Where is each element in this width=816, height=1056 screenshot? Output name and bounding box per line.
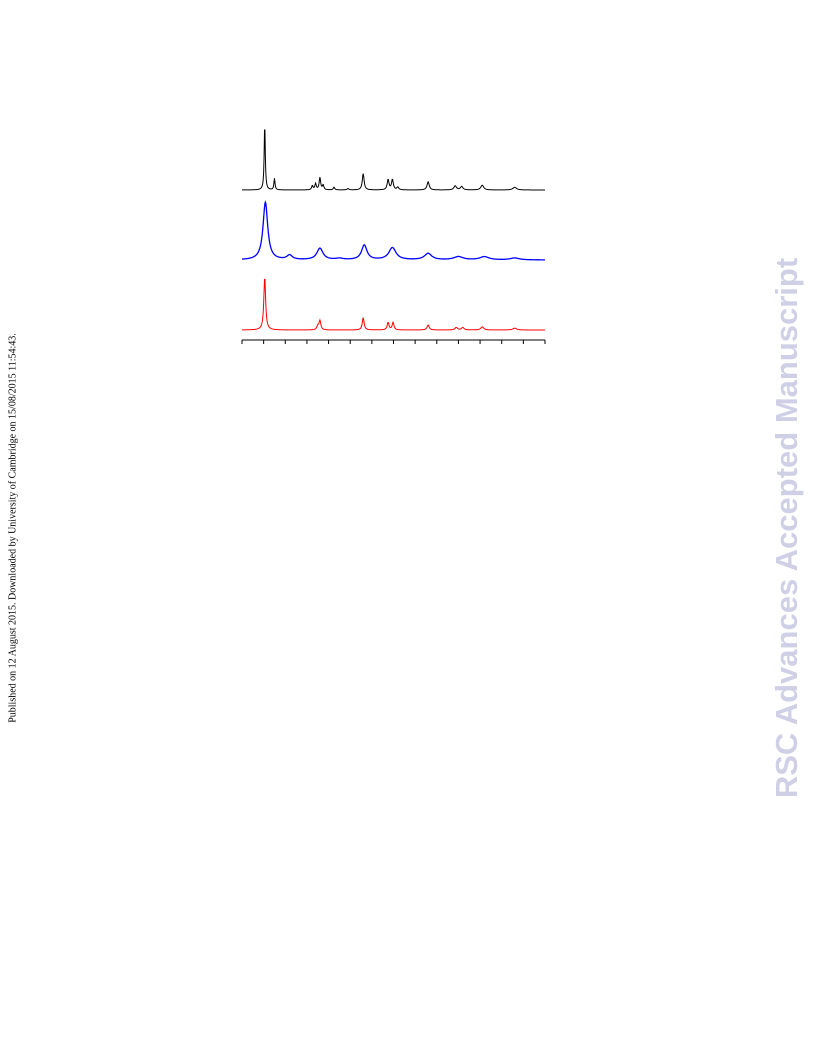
series-line-2 <box>241 200 545 261</box>
series-layer <box>241 129 545 331</box>
series-line-3 <box>241 278 545 331</box>
series-line-1 <box>242 129 545 191</box>
x-axis <box>241 339 546 344</box>
